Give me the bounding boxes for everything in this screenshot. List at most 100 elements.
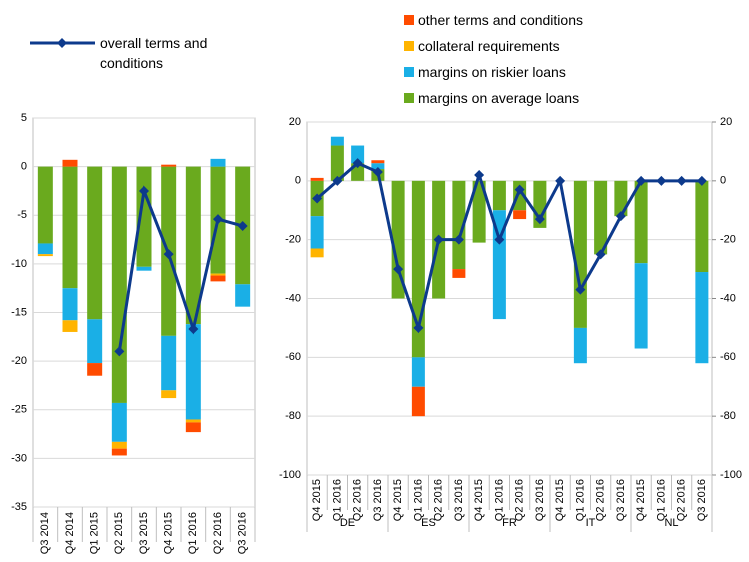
y2-tick-label: -40 [720, 292, 736, 304]
line-marker [555, 175, 566, 186]
x-tick-label: Q4 2015 [554, 479, 566, 521]
legend-swatch [404, 67, 414, 77]
line-marker [352, 158, 363, 169]
x-tick-label: Q2 2016 [212, 512, 224, 554]
line-marker [595, 249, 606, 260]
bar-segment [695, 180, 709, 273]
line-marker [372, 167, 383, 178]
line-marker [453, 234, 464, 245]
line-marker [534, 214, 545, 225]
x-tick-label: Q3 2016 [615, 479, 627, 521]
line-marker [676, 175, 687, 186]
x-tick-label: Q1 2016 [331, 479, 343, 521]
x-tick-label: Q4 2015 [311, 479, 323, 521]
y-tick-label: -5 [17, 209, 27, 221]
line-marker [413, 322, 424, 333]
bar-segment [210, 275, 226, 282]
bar-segment [37, 254, 53, 257]
bar-segment [185, 166, 201, 325]
bar-segment [472, 180, 486, 243]
legend-swatch [404, 15, 414, 25]
bar-segment [111, 402, 127, 442]
y-tick-label: -60 [285, 351, 301, 363]
y-tick-label: -20 [11, 355, 27, 367]
legend-marker [57, 38, 67, 48]
line-marker [474, 169, 485, 180]
bar-segment [310, 248, 324, 258]
line-marker [163, 249, 174, 260]
bar-segment [62, 288, 78, 321]
line-marker [139, 185, 149, 196]
y2-tick-label: -60 [720, 351, 736, 363]
x-tick-label: Q1 2016 [187, 512, 199, 554]
bar-segment [185, 419, 201, 423]
bar-segment [513, 210, 527, 220]
line-marker [514, 184, 525, 195]
y2-tick-label: -80 [720, 410, 736, 422]
group-label: IT [586, 517, 596, 529]
legend-label: collateral requirements [418, 38, 560, 54]
bar-segment [111, 448, 127, 456]
line-marker [696, 175, 707, 186]
legend-swatch [404, 93, 414, 103]
x-tick-label: Q1 2015 [89, 512, 101, 554]
y-tick-label: -40 [285, 292, 301, 304]
bar-segment [634, 180, 648, 264]
y-tick-label: -20 [285, 234, 301, 246]
line-marker [575, 284, 586, 295]
x-tick-label: Q3 2016 [696, 479, 708, 521]
line-marker [213, 214, 223, 225]
bar-segment [614, 180, 628, 217]
bar-segment [411, 386, 425, 417]
y-tick-label: 0 [295, 175, 301, 187]
bar-segment [210, 158, 226, 167]
x-tick-label: Q3 2015 [138, 512, 150, 554]
line-marker [494, 234, 505, 245]
bar-segment [161, 390, 177, 399]
line-marker [188, 324, 199, 335]
group-label: NL [664, 517, 678, 529]
y-tick-label: -35 [11, 501, 27, 513]
bar-segment [411, 357, 425, 387]
bar-segment [310, 216, 324, 249]
y-tick-label: 0 [21, 161, 27, 173]
bar-segment [37, 166, 53, 244]
y-tick-label: -10 [11, 258, 27, 270]
x-tick-label: Q2 2016 [433, 479, 445, 521]
x-tick-label: Q4 2014 [64, 512, 76, 554]
x-tick-label: Q1 2016 [574, 479, 586, 521]
bar-segment [62, 159, 78, 167]
line-marker [615, 211, 626, 222]
line-marker [312, 193, 323, 204]
x-tick-label: Q3 2016 [453, 479, 465, 521]
legend-label: other terms and conditions [418, 12, 583, 28]
group-label: FR [502, 517, 517, 529]
x-tick-label: Q2 2016 [352, 479, 364, 521]
x-tick-label: Q3 2014 [39, 512, 51, 554]
x-tick-label: Q4 2015 [392, 479, 404, 521]
bar-segment [87, 363, 103, 376]
y2-tick-label: 0 [720, 175, 726, 187]
bar-segment [37, 243, 53, 255]
group-label: DE [340, 517, 355, 529]
bar-segment [330, 136, 344, 146]
bar-segment [573, 180, 587, 328]
bar-segment [87, 319, 103, 364]
x-tick-label: Q2 2016 [676, 479, 688, 521]
group-label: ES [421, 517, 436, 529]
bar-segment [695, 272, 709, 364]
bar-segment [136, 266, 152, 271]
bar-segment [62, 166, 78, 289]
bar-segment [371, 160, 385, 164]
bar-segment [594, 180, 608, 255]
line-marker [237, 220, 248, 231]
bar-segment [492, 180, 506, 211]
legend-swatch [404, 41, 414, 51]
x-tick-label: Q3 2016 [237, 512, 249, 554]
line-marker [393, 264, 404, 275]
legend-label: margins on average loans [418, 90, 580, 106]
y-tick-label: -25 [11, 404, 27, 416]
y-tick-label: -80 [285, 410, 301, 422]
bar-segment [62, 320, 78, 332]
